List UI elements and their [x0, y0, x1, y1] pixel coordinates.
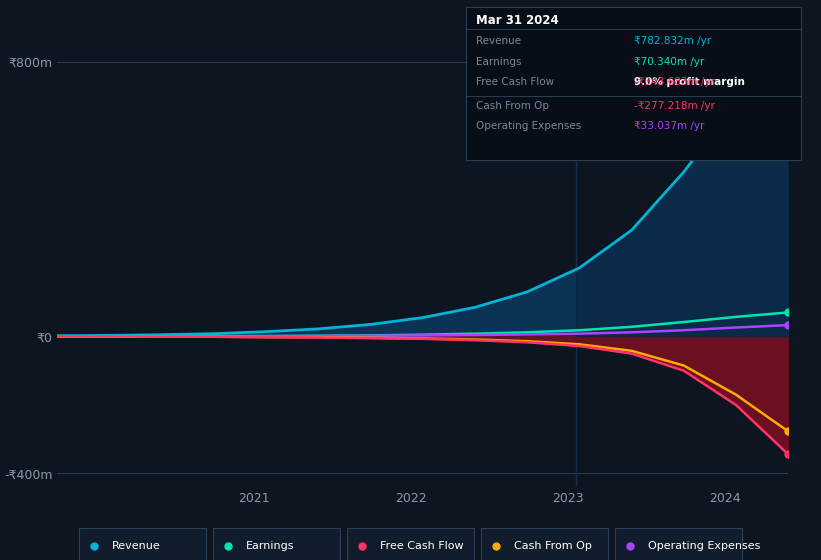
- Text: ₹70.340m /yr: ₹70.340m /yr: [634, 57, 704, 67]
- Text: 9.0% profit margin: 9.0% profit margin: [634, 77, 745, 87]
- Text: Earnings: Earnings: [476, 57, 522, 67]
- Text: Free Cash Flow: Free Cash Flow: [476, 77, 554, 87]
- Text: Cash From Op: Cash From Op: [476, 101, 549, 110]
- Text: Free Cash Flow: Free Cash Flow: [380, 541, 464, 551]
- Text: -₹277.218m /yr: -₹277.218m /yr: [634, 101, 715, 110]
- Text: Revenue: Revenue: [112, 541, 161, 551]
- Text: Revenue: Revenue: [476, 36, 521, 46]
- Text: -₹343.683m /yr: -₹343.683m /yr: [634, 77, 715, 87]
- Text: ₹33.037m /yr: ₹33.037m /yr: [634, 121, 704, 131]
- Text: Mar 31 2024: Mar 31 2024: [476, 14, 559, 27]
- Text: Cash From Op: Cash From Op: [514, 541, 592, 551]
- Text: Operating Expenses: Operating Expenses: [476, 121, 581, 131]
- Text: Operating Expenses: Operating Expenses: [648, 541, 760, 551]
- Text: ₹782.832m /yr: ₹782.832m /yr: [634, 36, 711, 46]
- Text: Earnings: Earnings: [246, 541, 295, 551]
